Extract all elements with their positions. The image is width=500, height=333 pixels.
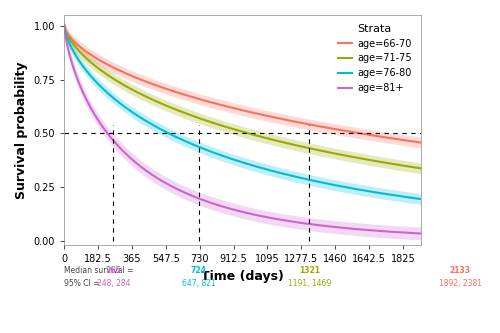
Text: 2133: 2133: [450, 266, 470, 275]
Y-axis label: Survival probability: Survival probability: [15, 61, 28, 199]
Text: 265: 265: [106, 266, 121, 275]
X-axis label: Time (days): Time (days): [201, 270, 284, 283]
Text: 95% CI =: 95% CI =: [64, 279, 102, 288]
Text: 1321: 1321: [299, 266, 320, 275]
Text: 1892, 2381: 1892, 2381: [438, 279, 482, 288]
Text: 724: 724: [190, 266, 206, 275]
Text: 647, 821: 647, 821: [182, 279, 216, 288]
Text: 1191, 1469: 1191, 1469: [288, 279, 331, 288]
Text: Median survival =: Median survival =: [64, 266, 136, 275]
Legend: age=66-70, age=71-75, age=76-80, age=81+: age=66-70, age=71-75, age=76-80, age=81+: [334, 20, 415, 97]
Text: 248, 284: 248, 284: [96, 279, 130, 288]
